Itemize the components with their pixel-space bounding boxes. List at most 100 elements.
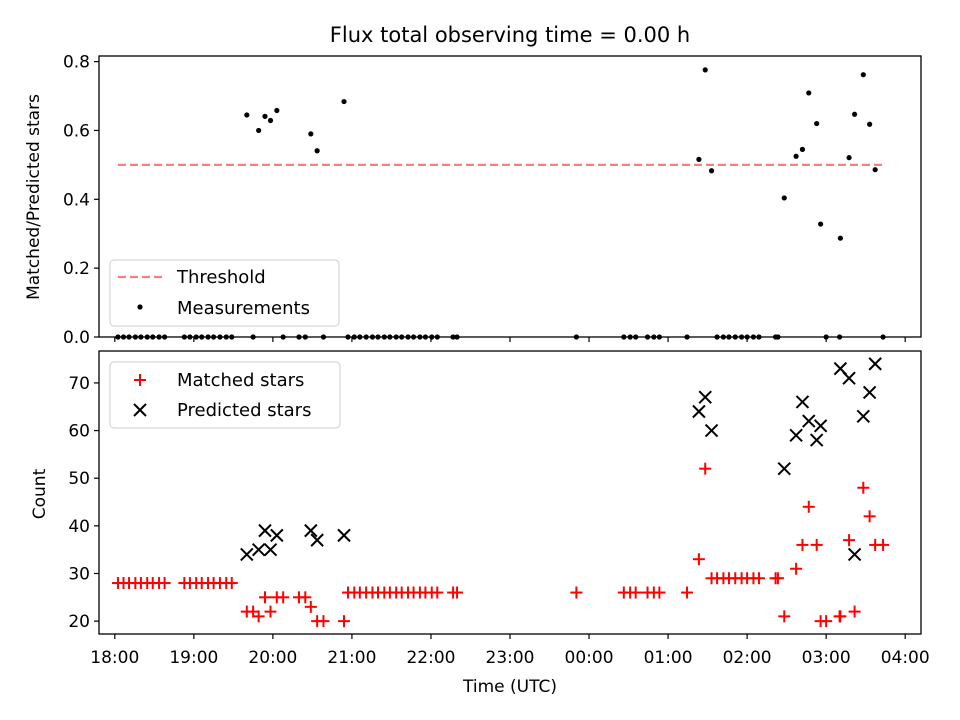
- predicted-star-marker: [304, 523, 318, 538]
- count-panel: Count Time (UTC) 20 30 40 50 60 70 18:00 19:00…: [30, 350, 930, 697]
- ratio-y-tick-label: 0.0: [63, 328, 90, 348]
- legend-measurements-label: Measurements: [177, 298, 310, 319]
- ratio-title: Flux total observing time = 0.00 h: [330, 23, 690, 47]
- predicted-star-marker: [692, 404, 706, 419]
- matched-star-marker: [629, 586, 642, 599]
- legend-predicted-label: Predicted stars: [177, 400, 311, 421]
- matched-star-marker: [304, 600, 317, 613]
- ratio-x-ticks: [114, 337, 906, 342]
- measurement-point: [814, 120, 820, 127]
- predicted-star-marker: [809, 433, 824, 447]
- measurement-point: [244, 112, 250, 118]
- predicted-star-marker: [310, 533, 324, 547]
- count-x-axis-label: Time (UTC): [462, 677, 557, 697]
- predicted-star-marker: [847, 547, 862, 562]
- legend-matched-label: Matched stars: [177, 370, 304, 391]
- predicted-star-marker: [270, 528, 284, 543]
- predicted-star-marker: [842, 371, 856, 385]
- predicted-star-marker: [856, 409, 871, 423]
- legend-threshold-label: Threshold: [176, 267, 266, 288]
- matched-star-marker: [431, 586, 444, 599]
- predicted-star-marker: [789, 428, 803, 443]
- ratio-legend: Threshold Measurements: [109, 259, 340, 327]
- ratio-panel: Flux total observing time = 0.00 h Match…: [24, 23, 922, 348]
- count-x-tick-label: 02:00: [723, 648, 772, 668]
- count-x-tick-label: 21:00: [327, 648, 376, 668]
- matched-star-marker: [810, 538, 823, 551]
- matched-star-marker: [692, 553, 705, 566]
- predicted-star-marker: [240, 547, 254, 562]
- measurement-point: [314, 148, 320, 154]
- count-y-tick-label: 20: [68, 612, 90, 632]
- predicted-star-marker: [862, 385, 877, 400]
- predicted-star-marker: [337, 528, 351, 543]
- ratio-y-tick-label: 0.6: [63, 121, 90, 141]
- ratio-y-axis-label: Matched/Predicted stars: [24, 94, 44, 300]
- matched-star-marker: [681, 586, 694, 599]
- measurement-point: [308, 131, 314, 137]
- legend-matched-marker: [134, 374, 146, 386]
- matched-star-marker: [802, 500, 815, 513]
- matched-star-marker: [843, 534, 856, 547]
- ratio-y-tick-label: 0.2: [63, 259, 90, 279]
- matched-star-marker: [277, 591, 290, 604]
- matched-star-marker: [752, 572, 765, 585]
- ratio-plot-area: [115, 67, 886, 340]
- matched-star-marker: [225, 577, 238, 590]
- matched-star-marker: [778, 610, 791, 623]
- count-y-tick-label: 70: [68, 374, 90, 394]
- count-legend: Matched stars Predicted stars: [109, 361, 341, 429]
- matched-star-marker: [796, 538, 809, 551]
- measurement-point: [267, 117, 274, 124]
- matched-star-marker: [771, 572, 784, 585]
- measurement-point: [793, 153, 799, 159]
- count-y-ticks: 20 30 40 50 60 70: [68, 374, 99, 632]
- measurement-point: [837, 235, 843, 241]
- count-x-tick-label: 22:00: [406, 648, 455, 668]
- count-plot-area: [111, 357, 890, 628]
- measurement-point: [860, 72, 866, 78]
- matched-star-marker: [299, 591, 312, 604]
- measurement-point: [852, 111, 858, 117]
- predicted-star-marker: [813, 419, 828, 433]
- matched-star-marker: [158, 577, 171, 590]
- matched-star-marker: [857, 481, 870, 494]
- matched-star-marker: [877, 538, 890, 551]
- legend-measurements-marker: [137, 304, 143, 310]
- ratio-legend-box: [109, 259, 340, 327]
- count-legend-box: [109, 361, 341, 429]
- matched-star-marker: [317, 615, 330, 628]
- measurement-point: [846, 155, 852, 161]
- matched-star-marker: [451, 586, 464, 599]
- count-x-tick-label: 04:00: [881, 648, 930, 668]
- ratio-y-ticks: 0.0 0.2 0.4 0.6 0.8: [63, 53, 99, 348]
- measurement-point: [696, 156, 702, 162]
- ratio-y-tick-label: 0.4: [63, 190, 90, 210]
- count-x-tick-label: 19:00: [169, 648, 218, 668]
- count-y-tick-label: 50: [68, 469, 90, 489]
- matched-star-marker: [264, 605, 277, 618]
- matched-star-marker: [570, 586, 583, 599]
- predicted-star-marker: [802, 414, 816, 428]
- predicted-star-marker: [777, 461, 791, 476]
- matched-star-marker: [699, 462, 712, 475]
- count-x-tick-label: 03:00: [802, 648, 851, 668]
- count-x-tick-label: 01:00: [644, 648, 693, 668]
- matched-star-marker: [820, 615, 833, 628]
- count-y-tick-label: 30: [68, 564, 90, 584]
- matched-star-marker: [848, 605, 861, 618]
- predicted-star-marker: [251, 542, 266, 557]
- ratio-y-tick-label: 0.8: [63, 53, 90, 73]
- matched-star-marker: [252, 610, 265, 623]
- count-y-axis-label: Count: [30, 468, 50, 519]
- matched-star-marker: [258, 591, 271, 604]
- predicted-star-marker: [868, 357, 882, 371]
- count-x-tick-label: 20:00: [248, 648, 297, 668]
- measurement-point: [256, 127, 262, 134]
- measurement-point: [872, 167, 878, 173]
- measurement-point: [818, 221, 824, 227]
- measurement-point: [806, 90, 812, 96]
- predicted-star-marker: [704, 423, 719, 438]
- count-x-tick-label: 23:00: [486, 648, 535, 668]
